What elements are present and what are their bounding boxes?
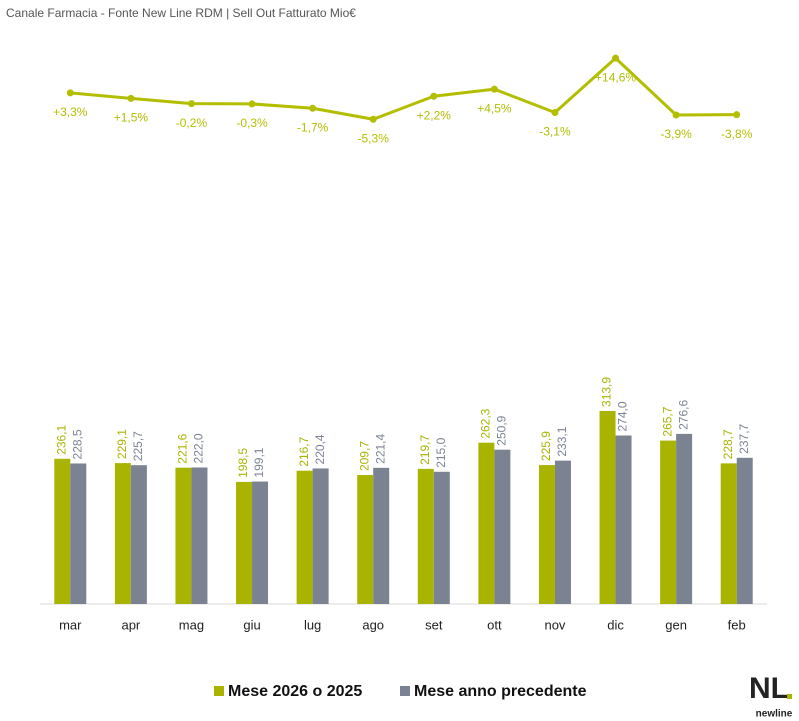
x-tick-label: feb (728, 617, 746, 632)
growth-label: +2,2% (417, 108, 452, 122)
bar (175, 467, 192, 604)
x-tick-label: mag (179, 617, 204, 632)
x-tick-label: set (425, 617, 443, 632)
x-tick-label: apr (121, 617, 140, 632)
bar-value-label: 274,0 (616, 401, 630, 431)
logo-text: newline (756, 709, 793, 720)
growth-point (490, 85, 498, 93)
legend-label: Mese 2026 o 2025 (228, 683, 362, 700)
growth-point (369, 115, 377, 123)
growth-label: -3,8% (721, 127, 753, 141)
growth-point (187, 100, 195, 108)
growth-point (309, 104, 317, 112)
bar-value-label: 209,7 (357, 441, 371, 471)
x-tick-label: dic (607, 617, 624, 632)
legend-swatch (214, 686, 224, 696)
bar (130, 465, 147, 604)
growth-label: +3,3% (53, 105, 88, 119)
growth-label: -0,2% (176, 116, 208, 130)
growth-label: +1,5% (114, 111, 149, 125)
bar-value-label: 250,9 (495, 415, 509, 445)
logo-mark: NL (749, 672, 789, 705)
bar (296, 470, 313, 604)
bar (599, 410, 616, 604)
bar-value-label: 225,9 (539, 431, 553, 461)
bar (236, 481, 253, 604)
bar-value-label: 221,6 (176, 433, 190, 463)
bar-value-label: 199,1 (252, 447, 266, 477)
x-tick-label: ott (487, 617, 502, 632)
bar-value-label: 219,7 (418, 435, 432, 465)
bar (54, 458, 71, 604)
growth-line (70, 56, 737, 121)
growth-point (672, 111, 680, 119)
bar-value-label: 236,1 (54, 424, 68, 454)
x-tick-label: gen (665, 617, 687, 632)
bar-value-label: 228,5 (70, 429, 84, 459)
bar-value-label: 265,7 (660, 406, 674, 436)
x-tick-label: lug (304, 617, 321, 632)
x-tick-label: mar (59, 617, 82, 632)
chart-title: Canale Farmacia - Fonte New Line RDM | S… (6, 6, 356, 20)
growth-label: +14,6% (595, 70, 636, 84)
bar (417, 468, 434, 604)
bar (70, 463, 87, 604)
growth-point (248, 100, 256, 108)
bar (554, 460, 571, 604)
bar-value-label: 221,4 (373, 433, 387, 463)
growth-label: -3,9% (660, 127, 692, 141)
bar (433, 471, 450, 604)
growth-point (612, 54, 620, 62)
bar-value-label: 222,0 (192, 433, 206, 463)
bar-value-label: 216,7 (297, 436, 311, 466)
growth-label: -0,3% (236, 116, 268, 130)
logo-dot (787, 694, 792, 699)
bar-value-label: 215,0 (434, 437, 448, 467)
bar-value-label: 229,1 (115, 429, 129, 459)
bar-value-label: 233,1 (555, 426, 569, 456)
bar (676, 433, 693, 604)
x-tick-label: nov (544, 617, 565, 632)
bar (538, 465, 555, 604)
bar (114, 463, 131, 604)
x-tick-label: giu (243, 617, 260, 632)
bar (478, 442, 495, 604)
x-tick-label: ago (362, 617, 384, 632)
bar (312, 468, 329, 604)
growth-label: -1,7% (297, 120, 329, 134)
growth-point (733, 111, 741, 119)
bar-value-label: 228,7 (721, 429, 735, 459)
bar (357, 475, 374, 604)
growth-label: -5,3% (358, 131, 390, 145)
bar (615, 435, 632, 604)
bar-value-label: 313,9 (600, 377, 614, 407)
growth-point (127, 94, 135, 102)
bar-value-label: 262,3 (479, 408, 493, 438)
bar-value-label: 237,7 (737, 423, 751, 453)
growth-point (430, 92, 438, 100)
bar (252, 481, 269, 604)
bar-value-label: 276,6 (676, 400, 690, 430)
bar-value-label: 225,7 (131, 431, 145, 461)
growth-point (551, 109, 559, 117)
bar (191, 467, 208, 604)
growth-label: -3,1% (539, 125, 571, 139)
bar (720, 463, 737, 604)
bar-value-label: 198,5 (236, 448, 250, 478)
legend-swatch (400, 686, 410, 696)
bar (736, 457, 753, 604)
bar (494, 449, 511, 604)
growth-point (66, 89, 74, 97)
growth-label: +4,5% (477, 101, 512, 115)
legend-label: Mese anno precedente (414, 683, 587, 700)
bar (373, 467, 390, 604)
bar (660, 440, 677, 604)
bar-value-label: 220,4 (313, 434, 327, 464)
